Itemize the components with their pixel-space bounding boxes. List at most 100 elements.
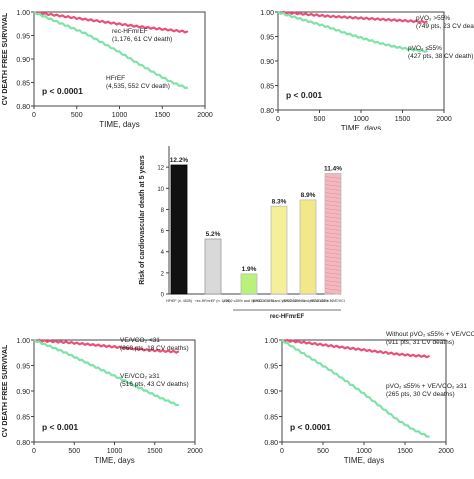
bar-hatch	[324, 228, 342, 231]
x-tick-label: 1500	[147, 448, 163, 455]
p-value-label: p < 0.0001	[42, 86, 83, 96]
y-tick-label: 0.85	[260, 84, 274, 91]
bar-data-label: 1.9%	[242, 266, 257, 273]
p-value-label: p < 0.001	[286, 90, 322, 100]
x-tick-label: 1000	[353, 116, 369, 123]
y-tick-label: 1.00	[16, 10, 30, 17]
bar-hatch	[324, 196, 342, 199]
bar-hatch	[324, 272, 342, 275]
y-tick-label: 0.85	[264, 415, 278, 422]
y-axis-label: CV DEATH FREE SURVIVAL	[2, 344, 9, 437]
bar-hatch	[324, 200, 342, 203]
bar-hatch	[324, 252, 342, 255]
bar-chart-risk: 0 2 4 6 8 10 12 Risk of cardiovascular death at…	[139, 146, 357, 320]
series-name-label: pVO₂ >55%	[416, 15, 450, 22]
x-axis-label: TIME, days	[94, 456, 134, 465]
x-tick-label: 0	[32, 112, 36, 119]
x-tick-label: 2000	[438, 448, 454, 455]
series-name-label: Without pVO₂ ≤55% + VE/VCO₂ ≥31	[386, 331, 474, 338]
p-value-label: p < 0.0001	[290, 422, 331, 432]
bar-data-label: 11.4%	[324, 165, 342, 172]
bar-hatch	[324, 176, 342, 179]
bar-hatch	[324, 208, 342, 211]
y-tick-label: 0.80	[260, 108, 274, 115]
x-tick-label: 2000	[187, 448, 203, 455]
series-line-1	[33, 339, 180, 407]
x-tick-label: 1500	[397, 448, 413, 455]
y-tick-label: 0.80	[16, 104, 30, 111]
series-count-label: (427 pts, 38 CV death)	[408, 53, 473, 60]
bar-hatch	[324, 268, 342, 271]
y-tick-label: 0.95	[260, 35, 274, 42]
y-tick-label: 2	[161, 271, 165, 277]
bar-category-label: pVO2 ≤55% and VE/VCO2 ≥ 31	[283, 299, 334, 303]
series-line-1	[33, 11, 189, 90]
y-tick-label: 1.00	[260, 10, 274, 17]
bar-hatch	[324, 276, 342, 279]
bar-hatch	[324, 260, 342, 263]
bar-hatch	[324, 204, 342, 207]
bar-category-label: rec-HFmrEF (n. 1176)	[196, 299, 231, 303]
bar	[204, 238, 222, 295]
bar-hatch	[324, 232, 342, 235]
y-tick-label: 0.85	[16, 81, 30, 88]
x-tick-label: 1000	[112, 112, 128, 119]
y-tick-label: 0.90	[264, 389, 278, 396]
bar-hatch	[324, 288, 342, 291]
series-line-0	[33, 338, 180, 354]
bar	[299, 199, 317, 295]
bar	[270, 205, 288, 295]
y-tick-label: 0	[161, 293, 165, 299]
bar-hatch	[324, 256, 342, 259]
series-line-0	[277, 10, 428, 24]
bar-hatch	[324, 292, 342, 295]
p-value-label: p < 0.001	[42, 422, 78, 432]
bar-data-label: 12.2%	[170, 157, 189, 164]
bar-category-label: pVO2 ≤55% + VE/VCO2 ≥ 31	[310, 299, 346, 303]
km-chart-top-right: 0.80 0.85 0.90 0.95 1.00 0 500 1000 1500 2000 TIME…	[260, 10, 474, 133]
y-tick-label: 0.85	[16, 415, 30, 422]
y-axis-label: Risk of cardiovascular death at 5 years	[139, 155, 146, 285]
bar-data-label: 8.9%	[301, 192, 316, 199]
series-line-1	[277, 11, 428, 53]
series-line-0	[281, 338, 431, 359]
bar-hatch	[324, 244, 342, 247]
bar-hatch	[324, 264, 342, 267]
series-name-label: VE/VCO₂ <31	[120, 337, 160, 344]
x-tick-label: 1500	[395, 116, 411, 123]
km-chart-bottom-left: 0.80 0.85 0.90 0.95 1.00 0 500 1000 1500 2000 TIME…	[2, 337, 203, 465]
series-name-label: pVO₂ ≤55% + VE/VCO₂ ≥31	[386, 383, 467, 390]
bar	[240, 273, 258, 295]
km-chart-bottom-right: 0.80 0.85 0.90 0.95 1.00 0 500 1000 1500 2000 TIME…	[264, 331, 474, 465]
bar-hatch	[324, 280, 342, 283]
bar-data-label: 8.3%	[272, 198, 287, 205]
series-count-label: (911 pts, 31 CV deaths)	[386, 339, 454, 346]
series-line-0	[33, 11, 189, 34]
y-tick-label: 0.95	[16, 364, 30, 371]
x-tick-label: 1000	[356, 448, 372, 455]
x-tick-label: 500	[68, 448, 80, 455]
x-axis-label: TIME, days	[341, 124, 381, 130]
y-tick-label: 12	[157, 166, 164, 172]
bar-hatch	[324, 180, 342, 183]
y-tick-label: 0.95	[264, 364, 278, 371]
y-tick-label: 0.80	[16, 440, 30, 447]
x-tick-label: 1000	[107, 448, 123, 455]
bar-hatch	[324, 284, 342, 287]
bar-hatch	[324, 192, 342, 195]
series-count-label: (660 pts, 18 CV deaths)	[120, 345, 189, 352]
bar-hatch	[324, 188, 342, 191]
y-tick-label: 6	[161, 229, 165, 235]
bar-category-label: pVO2 ≤55% and VE/VCO2 < 31	[223, 299, 274, 303]
y-tick-label: 10	[157, 187, 164, 193]
y-tick-label: 0.90	[260, 59, 274, 66]
series-name-label: rec-HFmrEF	[112, 28, 148, 35]
x-axis-label: TIME, days	[99, 120, 139, 129]
y-axis-label: CV DEATH FREE SURVIVAL	[2, 12, 9, 105]
series-count-label: (516 pts, 43 CV deaths)	[120, 381, 189, 388]
km-panel-top-right: 0.80 0.85 0.90 0.95 1.00 0 500 1000 1500 2000 TIME…	[246, 0, 474, 133]
y-tick-label: 4	[161, 250, 165, 256]
km-panel-top-left: 0.80 0.85 0.90 0.95 1.00 0 500 1000 1500 2000 TIME…	[0, 0, 228, 130]
series-name-label: HFrEF	[106, 75, 125, 82]
km-panel-bottom-right: 0.80 0.85 0.90 0.95 1.00 0 500 1000 1500 2000 TIME…	[246, 330, 474, 474]
